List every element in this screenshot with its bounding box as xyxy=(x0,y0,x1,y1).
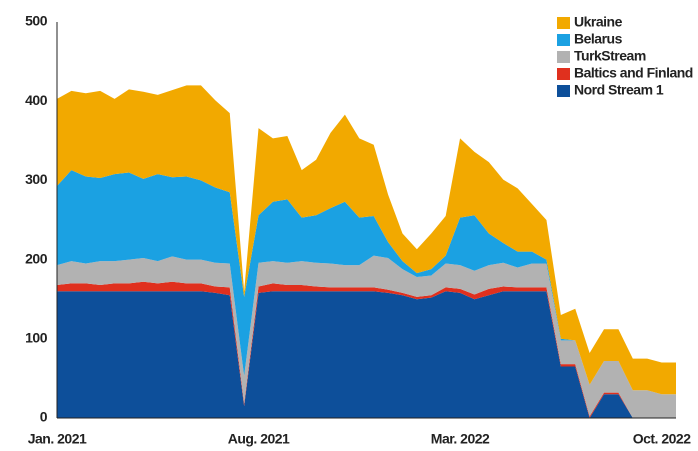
y-tick-label: 300 xyxy=(25,171,48,187)
y-tick-label: 100 xyxy=(25,330,48,346)
legend-swatch xyxy=(557,68,570,80)
area xyxy=(57,255,676,418)
legend-swatch xyxy=(557,85,570,97)
area xyxy=(57,170,676,395)
legend-swatch xyxy=(557,17,570,29)
y-tick-label: 200 xyxy=(25,250,48,266)
x-tick-label: Jan. 2021 xyxy=(28,431,87,447)
legend-label: Nord Stream 1 xyxy=(574,82,664,98)
x-tick-label: Mar. 2022 xyxy=(431,431,490,447)
x-tick-label: Aug. 2021 xyxy=(228,431,290,447)
y-tick-label: 400 xyxy=(25,92,48,108)
legend-label: TurkStream xyxy=(574,48,646,64)
y-tick-label: 500 xyxy=(25,13,48,29)
legend-label: Ukraine xyxy=(574,14,623,30)
y-tick-label: 0 xyxy=(40,409,48,425)
legend-swatch xyxy=(557,34,570,46)
area xyxy=(57,85,676,395)
area xyxy=(57,291,676,418)
legend-swatch xyxy=(557,51,570,63)
legend-label: Belarus xyxy=(574,31,623,47)
x-tick-label: Oct. 2022 xyxy=(633,431,691,447)
legend-label: Baltics and Finland xyxy=(574,65,693,81)
